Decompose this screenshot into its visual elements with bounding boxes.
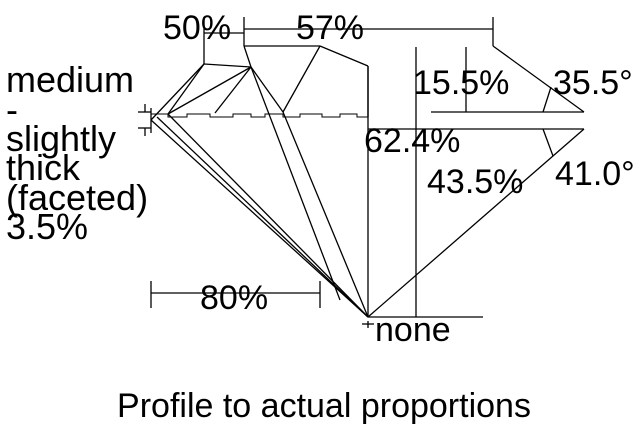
svg-text:35.5°: 35.5° xyxy=(553,64,633,102)
svg-text:medium: medium xyxy=(6,59,134,100)
svg-text:15.5%: 15.5% xyxy=(413,64,509,102)
svg-text:62.4%: 62.4% xyxy=(364,122,460,160)
svg-text:41.0°: 41.0° xyxy=(555,155,635,193)
svg-text:43.5%: 43.5% xyxy=(427,163,523,201)
svg-text:50%: 50% xyxy=(163,9,231,47)
svg-text:57%: 57% xyxy=(296,9,364,47)
svg-text:Profile to actual proportions: Profile to actual proportions xyxy=(117,387,531,425)
svg-text:3.5%: 3.5% xyxy=(6,206,88,247)
svg-text:80%: 80% xyxy=(200,279,268,317)
svg-text:none: none xyxy=(375,311,451,349)
